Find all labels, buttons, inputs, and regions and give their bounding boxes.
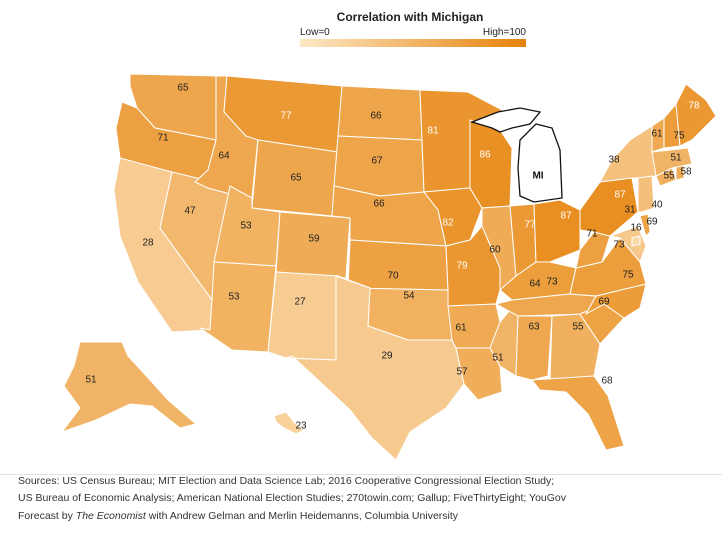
state-nm [267,271,339,361]
state-tx [285,275,465,461]
state-value-tn: 64 [529,279,541,290]
state-value-ga: 55 [572,322,584,333]
state-value-ak: 51 [85,375,97,386]
footer: Sources: US Census Bureau; MIT Election … [18,473,708,522]
state-value-wi: 86 [479,150,491,161]
state-labels: 65 71 28 47 64 77 65 53 53 59 27 66 67 66 70 54 29 81 82 79… [85,83,700,432]
state-nj [637,175,655,213]
state-value-wa: 65 [177,83,189,94]
state-value-vt: 61 [651,129,663,140]
credit-prefix: Forecast by [18,510,76,522]
state-value-ky: 73 [546,277,558,288]
state-value-la: 57 [456,367,468,378]
credit-publication: The Economist [75,510,146,522]
state-value-ok: 54 [403,291,415,302]
state-dc [631,235,641,247]
state-value-tx: 29 [381,351,393,362]
state-al [515,315,553,381]
state-md [608,225,647,263]
state-mi-upper [469,107,542,133]
us-state-map: 65 71 28 47 64 77 65 53 53 59 27 66 67 66 70 54 29 81 82 79… [60,73,717,461]
state-value-nm: 27 [294,297,306,308]
state-value-al: 63 [528,322,540,333]
state-value-sc: 69 [598,297,610,308]
footer-divider [0,474,722,475]
state-value-me: 78 [688,101,700,112]
state-value-il: 60 [489,245,501,256]
state-value-md: 31 [624,205,636,216]
state-value-ne: 66 [373,199,385,210]
state-label-mi: MI [532,171,543,182]
state-ks [347,239,449,291]
state-value-mn: 81 [427,126,439,137]
state-fl [531,375,625,451]
state-value-ct: 55 [663,171,675,182]
state-value-in: 77 [524,220,536,231]
state-oh [533,199,581,263]
legend-color-bar [300,39,526,47]
state-value-sd: 67 [371,156,383,167]
state-value-pa: 87 [614,190,626,201]
state-value-ny: 38 [608,155,620,166]
state-shapes [60,73,717,461]
state-value-co: 59 [308,234,320,245]
state-value-nd: 66 [370,111,382,122]
state-value-fl: 68 [601,376,613,387]
state-value-az: 53 [228,292,240,303]
state-value-wy: 65 [290,173,302,184]
forecast-credit: Forecast by The Economist with Andrew Ge… [18,510,708,522]
state-mi-lower [517,123,563,203]
state-value-ar: 61 [455,323,467,334]
state-value-mt: 77 [280,111,292,122]
legend: Correlation with Michigan Low=0 High=100 [300,10,526,47]
state-value-ut: 53 [240,221,252,232]
state-wi [469,119,513,209]
state-value-de: 69 [646,217,658,228]
state-ak [60,341,198,434]
state-de [639,213,651,237]
state-value-nh: 75 [673,131,685,142]
legend-low-label: Low=0 [300,27,330,38]
state-value-nc: 75 [622,270,634,281]
legend-high-label: High=100 [482,27,526,38]
state-ma [651,147,693,177]
state-value-ca: 28 [142,238,154,249]
state-value-oh: 87 [560,211,572,222]
sources-line-2: US Bureau of Economic Analysis; American… [18,492,567,504]
state-value-ma: 51 [670,153,682,164]
state-hi [273,411,305,435]
state-value-dc: 16 [630,223,642,234]
state-value-ia: 82 [442,218,454,229]
state-value-ks: 70 [387,271,399,282]
state-co [275,211,351,279]
state-ga [549,313,601,381]
state-value-nj: 40 [651,200,663,211]
state-value-ms: 51 [492,353,504,364]
credit-suffix: with Andrew Gelman and Merlin Heidemanns… [145,510,459,522]
state-value-id: 64 [218,151,230,162]
state-value-va: 73 [613,240,625,251]
legend-title: Correlation with Michigan [336,10,484,24]
state-value-nv: 47 [184,206,196,217]
state-value-ri: 58 [680,167,692,178]
state-value-or: 71 [157,133,169,144]
state-value-mo: 79 [456,261,468,272]
state-value-wv: 71 [586,229,598,240]
sources-line-1: Sources: US Census Bureau; MIT Election … [18,475,555,487]
state-me [675,83,717,147]
legend-labels: Low=0 High=100 [300,27,526,38]
state-value-hi: 23 [295,421,307,432]
